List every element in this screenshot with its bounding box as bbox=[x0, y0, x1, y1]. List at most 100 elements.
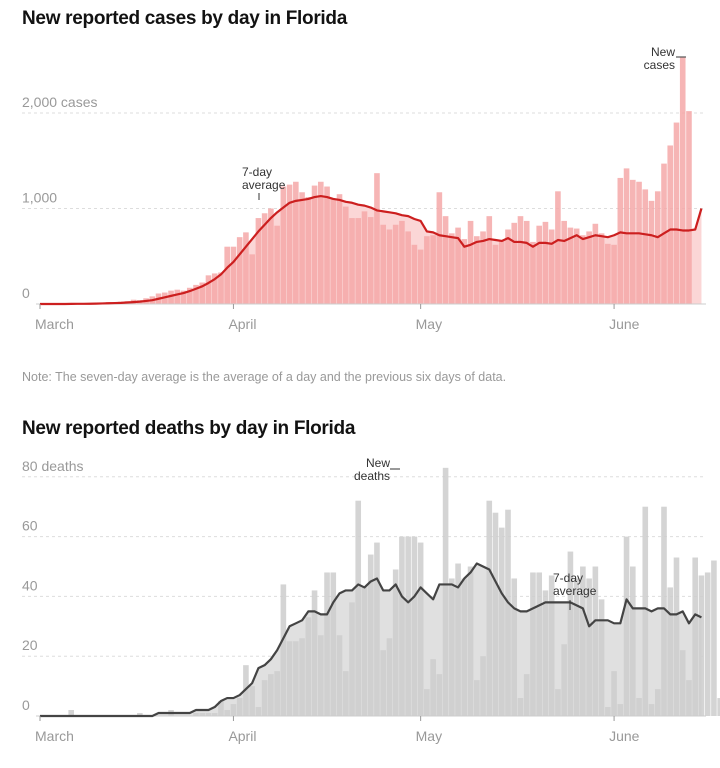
bar bbox=[548, 229, 555, 304]
bar bbox=[255, 218, 262, 304]
bar bbox=[193, 284, 199, 304]
bar bbox=[623, 536, 630, 716]
bar bbox=[455, 227, 461, 304]
bar bbox=[617, 177, 624, 304]
bar bbox=[299, 192, 305, 304]
bar bbox=[542, 590, 549, 716]
bar bbox=[205, 713, 212, 716]
bar bbox=[286, 641, 293, 716]
bar bbox=[255, 707, 262, 716]
bar bbox=[330, 198, 337, 304]
bar bbox=[498, 527, 505, 716]
bar bbox=[692, 557, 698, 716]
bar bbox=[561, 220, 567, 304]
bar bbox=[186, 287, 193, 304]
bar bbox=[424, 236, 430, 304]
x-tick-label: March bbox=[35, 728, 74, 744]
bar bbox=[199, 713, 206, 716]
bar bbox=[586, 578, 592, 716]
bar bbox=[449, 578, 455, 716]
bar bbox=[617, 704, 624, 716]
bar bbox=[374, 173, 380, 304]
bar bbox=[268, 674, 274, 716]
bar bbox=[598, 599, 605, 716]
bar bbox=[605, 243, 611, 304]
bar bbox=[523, 220, 530, 304]
x-tick-label: May bbox=[416, 316, 442, 332]
bar bbox=[455, 563, 461, 716]
bar bbox=[636, 698, 642, 716]
bar bbox=[711, 560, 717, 716]
bar bbox=[642, 189, 649, 304]
seven-day-average-line bbox=[40, 194, 703, 306]
bar bbox=[467, 220, 474, 304]
bar bbox=[486, 216, 493, 304]
bar bbox=[667, 145, 674, 304]
y-tick-label: 2,000 cases bbox=[22, 94, 98, 110]
bar bbox=[586, 231, 592, 304]
seven-day-average-line bbox=[40, 562, 702, 718]
bar bbox=[355, 218, 362, 304]
bar bbox=[218, 701, 224, 716]
bar bbox=[442, 467, 449, 716]
bar bbox=[661, 506, 667, 716]
bar bbox=[392, 224, 399, 304]
bar bbox=[305, 197, 312, 304]
bar bbox=[573, 228, 580, 304]
bar bbox=[424, 689, 430, 716]
bar bbox=[648, 704, 655, 716]
bar bbox=[380, 650, 386, 716]
bar bbox=[449, 233, 455, 304]
x-tick-label: April bbox=[228, 316, 256, 332]
bar bbox=[193, 713, 199, 716]
bar bbox=[517, 216, 524, 304]
bar bbox=[243, 232, 249, 304]
bar bbox=[361, 587, 368, 716]
bar bbox=[523, 674, 530, 716]
bar bbox=[261, 680, 268, 716]
y-tick-label: 80 deaths bbox=[22, 458, 84, 474]
annotation-label: New bbox=[651, 45, 675, 59]
bar bbox=[430, 235, 436, 304]
bar bbox=[330, 572, 337, 716]
bar bbox=[318, 635, 324, 716]
bar bbox=[417, 542, 424, 716]
bar bbox=[561, 644, 567, 716]
bar bbox=[342, 206, 349, 304]
bar bbox=[336, 194, 343, 304]
x-tick-label: June bbox=[609, 316, 640, 332]
bar bbox=[630, 566, 636, 716]
x-tick-label: May bbox=[416, 728, 442, 744]
x-tick-label: March bbox=[35, 316, 74, 332]
bar bbox=[137, 713, 143, 716]
bar bbox=[611, 244, 617, 304]
bar bbox=[224, 710, 230, 716]
bar bbox=[436, 192, 443, 304]
bar bbox=[230, 246, 237, 304]
bar bbox=[68, 710, 74, 716]
annotation-label: 7-day bbox=[553, 571, 583, 585]
bar bbox=[648, 200, 655, 304]
bar bbox=[318, 181, 324, 304]
bar bbox=[261, 213, 268, 304]
bar bbox=[305, 617, 312, 716]
bar bbox=[467, 566, 474, 716]
bar bbox=[673, 122, 680, 304]
x-tick-label: June bbox=[609, 728, 640, 744]
bar bbox=[642, 506, 649, 716]
bar bbox=[461, 239, 468, 304]
deaths-chart-title: New reported deaths by day in Florida bbox=[22, 418, 356, 439]
x-tick-label: April bbox=[228, 728, 256, 744]
bar bbox=[386, 638, 393, 716]
bar bbox=[605, 707, 611, 716]
y-tick-label: 0 bbox=[22, 285, 30, 301]
bar bbox=[224, 246, 230, 304]
bar bbox=[505, 509, 511, 716]
bar bbox=[530, 572, 536, 716]
cases-chart: 0 1,000 2,000 cases March April May June Newcas… bbox=[22, 45, 706, 332]
bar bbox=[280, 186, 287, 304]
bar bbox=[293, 641, 299, 716]
bar bbox=[673, 557, 680, 716]
bar bbox=[405, 536, 411, 716]
bar bbox=[230, 704, 237, 716]
